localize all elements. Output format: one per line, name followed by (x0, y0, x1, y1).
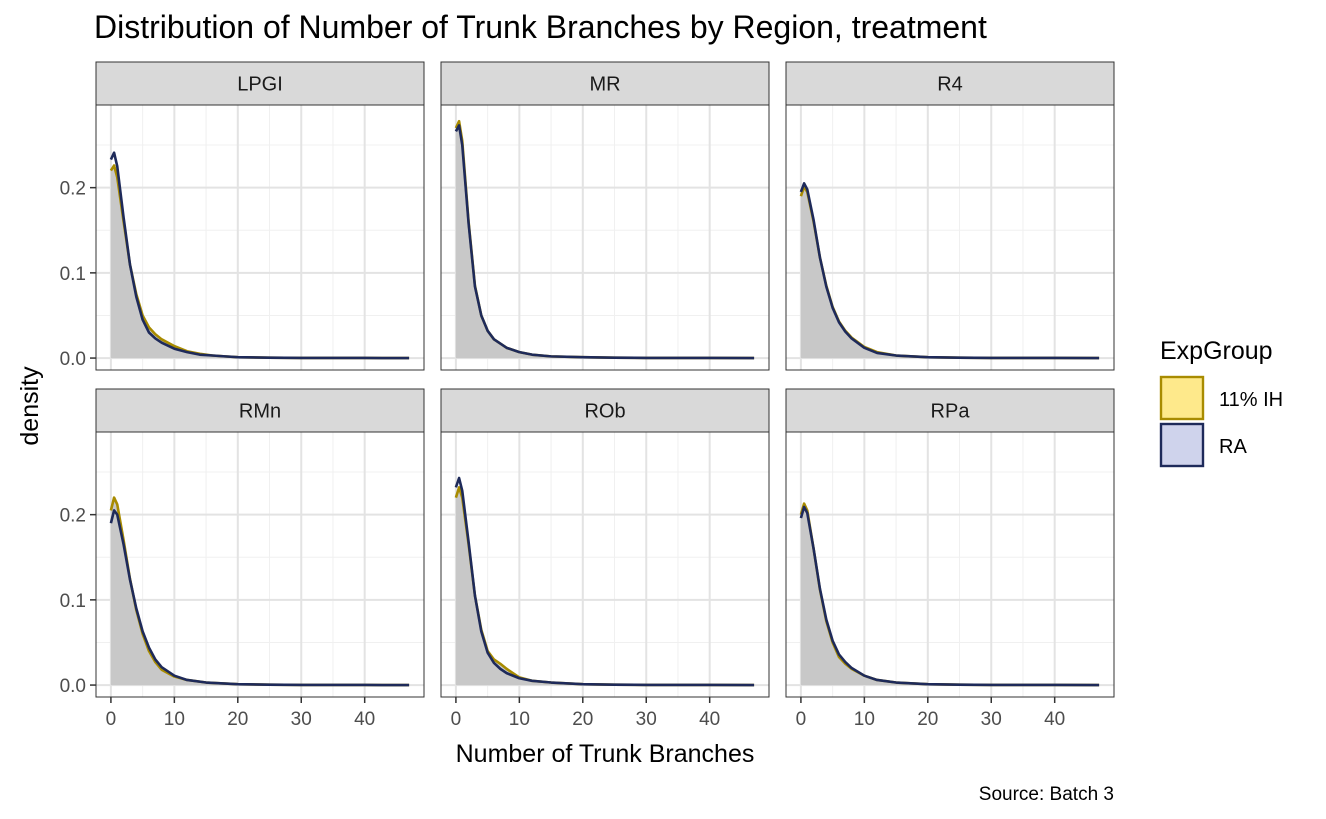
facet-strip-label: ROb (584, 401, 625, 423)
y-tick-label: 0.0 (60, 349, 86, 370)
density-line-ra (799, 182, 1100, 360)
facet-strip-label: LPGI (237, 74, 283, 96)
facet-strip-label: RPa (931, 401, 971, 423)
y-axis-title: density (16, 366, 44, 446)
x-tick-label: 10 (509, 709, 530, 730)
facet-panels: LPGI MR R4 RMn ROb RPa (95, 61, 1115, 698)
density-area (455, 487, 755, 686)
facet-strip (95, 388, 425, 433)
panel-border (440, 104, 770, 371)
facet-panel-mr: MR (440, 61, 770, 371)
x-tick-label: 30 (636, 709, 657, 730)
legend-title: ExpGroup (1160, 337, 1273, 365)
panel-border (440, 431, 770, 698)
x-tick-label: 40 (699, 709, 720, 730)
density-area (110, 165, 410, 359)
panel-border (785, 104, 1115, 371)
y-tick-label: 0.2 (60, 506, 86, 527)
axes: 0.0 0.1 0.2 0.0 0.1 0.2 0 10 20 30 40 0 10 20 30 40 0 10 2… (60, 179, 1066, 730)
panel-background (96, 105, 424, 370)
x-tick-label: 20 (917, 709, 938, 730)
facet-strip-label: MR (589, 74, 620, 96)
density-line-ra (109, 509, 410, 687)
facet-strip (95, 61, 425, 106)
density-line-ra (799, 505, 1100, 687)
facet-panel-rpa: RPa (785, 388, 1115, 698)
y-tick-label: 0.0 (60, 676, 86, 697)
y-tick-label: 0.1 (60, 591, 86, 612)
legend-swatch (1159, 375, 1205, 421)
x-tick-label: 0 (451, 709, 462, 730)
legend-key: 11% IH (1159, 375, 1283, 421)
x-tick-label: 40 (1044, 709, 1065, 730)
legend-label: 11% IH (1219, 389, 1283, 411)
x-tick-label: 0 (106, 709, 117, 730)
density-area (800, 186, 1100, 359)
facet-strip (785, 388, 1115, 433)
legend-swatch (1159, 422, 1205, 468)
x-axis-title: Number of Trunk Branches (456, 740, 755, 768)
x-tick-label: 10 (164, 709, 185, 730)
legend-entries: 11% IH RA (1159, 375, 1283, 468)
y-tick-label: 0.2 (60, 179, 86, 200)
density-line-ra (454, 476, 755, 687)
facet-strip-label: R4 (937, 74, 963, 96)
y-tick-label: 0.1 (60, 264, 86, 285)
chart-caption: Source: Batch 3 (979, 784, 1114, 805)
legend-label: RA (1219, 436, 1247, 458)
density-line-ra (109, 151, 410, 360)
facet-strip (785, 61, 1115, 106)
density-area (110, 497, 410, 686)
panel-border (95, 104, 425, 371)
panel-background (441, 105, 769, 370)
x-tick-label: 10 (854, 709, 875, 730)
x-tick-label: 0 (796, 709, 807, 730)
x-tick-label: 30 (981, 709, 1002, 730)
panel-border (785, 431, 1115, 698)
panel-border (95, 431, 425, 698)
density-line-ra (454, 124, 755, 360)
facet-panel-rob: ROb (440, 388, 770, 698)
legend-key: RA (1159, 422, 1247, 468)
facet-strip-label: RMn (239, 401, 281, 423)
chart-title: Distribution of Number of Trunk Branches… (94, 9, 987, 45)
density-area (455, 121, 755, 359)
panel-background (786, 432, 1114, 697)
facet-panel-rmn: RMn (95, 388, 425, 698)
legend: ExpGroup 11% IH RA (1159, 337, 1283, 468)
x-tick-label: 20 (227, 709, 248, 730)
facet-strip (440, 388, 770, 433)
x-tick-label: 40 (354, 709, 375, 730)
x-tick-label: 20 (572, 709, 593, 730)
panel-background (441, 432, 769, 697)
facet-panel-lpgi: LPGI (95, 61, 425, 371)
facet-panel-r4: R4 (785, 61, 1115, 371)
x-tick-label: 30 (291, 709, 312, 730)
density-area (800, 503, 1100, 686)
